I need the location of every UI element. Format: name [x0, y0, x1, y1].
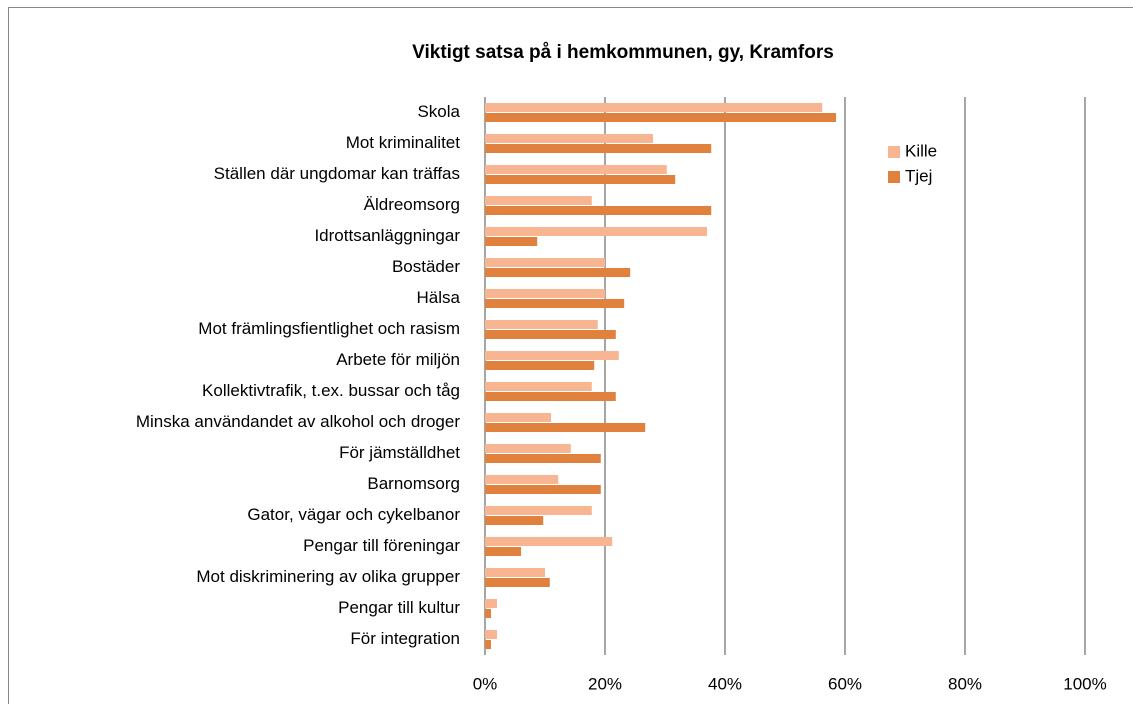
y-tick-label: Arbete för miljön [336, 350, 460, 369]
bar [485, 537, 613, 546]
y-tick-label: Skola [417, 102, 460, 121]
x-tick-label: 80% [948, 674, 982, 693]
y-tick-label: Mot kriminalitet [346, 133, 461, 152]
bar [485, 516, 544, 525]
y-tick-label: Ställen där ungdomar kan träffas [214, 164, 460, 183]
bar [485, 196, 592, 205]
x-tick-label: 40% [708, 674, 742, 693]
bar [485, 475, 559, 484]
y-tick-label: För integration [350, 629, 460, 648]
bar [485, 165, 667, 174]
legend-label: Kille [905, 141, 937, 160]
bar [485, 268, 631, 277]
bar [485, 103, 823, 112]
bar [485, 599, 497, 608]
y-tick-label: För jämställdhet [339, 443, 460, 462]
bar [485, 423, 646, 432]
y-tick-label: Minska användandet av alkohol och droger [136, 412, 460, 431]
y-tick-label: Pengar till kultur [338, 598, 460, 617]
x-tick-label: 0% [473, 674, 498, 693]
bar [485, 175, 676, 184]
y-tick-label: Gator, vägar och cykelbanor [247, 505, 460, 524]
chart-title: Viktigt satsa på i hemkommunen, gy, Kram… [412, 42, 834, 63]
x-tick-label: 20% [588, 674, 622, 693]
bar [485, 144, 712, 153]
bar [485, 454, 601, 463]
bar [485, 237, 538, 246]
bar [485, 506, 592, 515]
legend-swatch [888, 146, 900, 158]
x-tick-label: 60% [828, 674, 862, 693]
bar [485, 485, 601, 494]
bar [485, 578, 550, 587]
y-tick-label: Kollektivtrafik, t.ex. bussar och tåg [202, 381, 460, 400]
bar [485, 630, 497, 639]
bar [485, 609, 491, 618]
chart-border [8, 7, 1133, 704]
y-tick-label: Mot diskriminering av olika grupper [196, 567, 460, 586]
bar [485, 351, 619, 360]
y-tick-label: Barnomsorg [367, 474, 460, 493]
y-tick-label: Idrottsanläggningar [314, 226, 460, 245]
bar [485, 392, 616, 401]
bar [485, 258, 605, 267]
bar [485, 320, 598, 329]
bar [485, 444, 571, 453]
bar [485, 289, 605, 298]
legend-swatch [888, 171, 900, 183]
bar [485, 113, 836, 122]
bar [485, 299, 625, 308]
bar [485, 547, 521, 556]
legend-label: Tjej [905, 166, 932, 185]
y-tick-label: Bostäder [392, 257, 460, 276]
bar [485, 413, 551, 422]
y-tick-label: Hälsa [417, 288, 461, 307]
bar [485, 330, 616, 339]
bar [485, 382, 592, 391]
bar [485, 361, 595, 370]
x-tick-label: 100% [1063, 674, 1106, 693]
bar [485, 640, 491, 649]
bar [485, 568, 545, 577]
bar [485, 134, 653, 143]
bar [485, 227, 707, 236]
y-tick-label: Äldreomsorg [364, 195, 460, 214]
y-tick-label: Mot främlingsfientlighet och rasism [198, 319, 460, 338]
y-tick-label: Pengar till föreningar [303, 536, 460, 555]
bar [485, 206, 712, 215]
